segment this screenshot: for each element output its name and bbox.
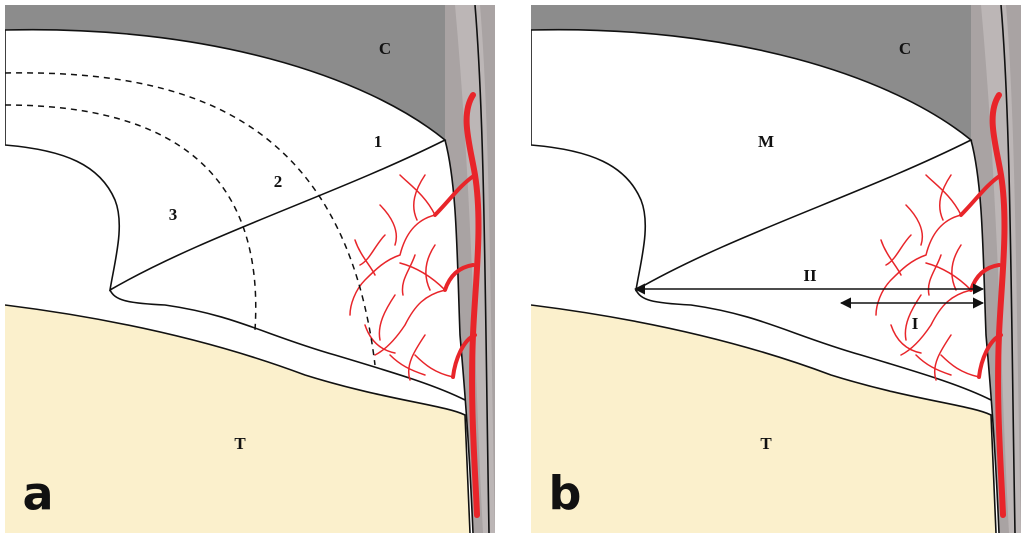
region-label: C: [899, 39, 911, 58]
panel-a: [5, 5, 495, 533]
region-label: M: [758, 132, 774, 151]
region-label: T: [234, 434, 246, 453]
region-label: 3: [169, 205, 178, 224]
region-label: C: [379, 39, 391, 58]
panel-label: a: [22, 467, 53, 521]
panel-label: b: [549, 467, 582, 521]
figure: a C 1 2 3 T b C M II I T: [0, 0, 1021, 533]
region-label: 1: [374, 132, 383, 151]
region-label: 2: [274, 172, 283, 191]
measure-label: I: [912, 314, 919, 333]
panel-b: [531, 5, 1021, 533]
region-label: T: [760, 434, 772, 453]
measure-label: II: [803, 266, 817, 285]
